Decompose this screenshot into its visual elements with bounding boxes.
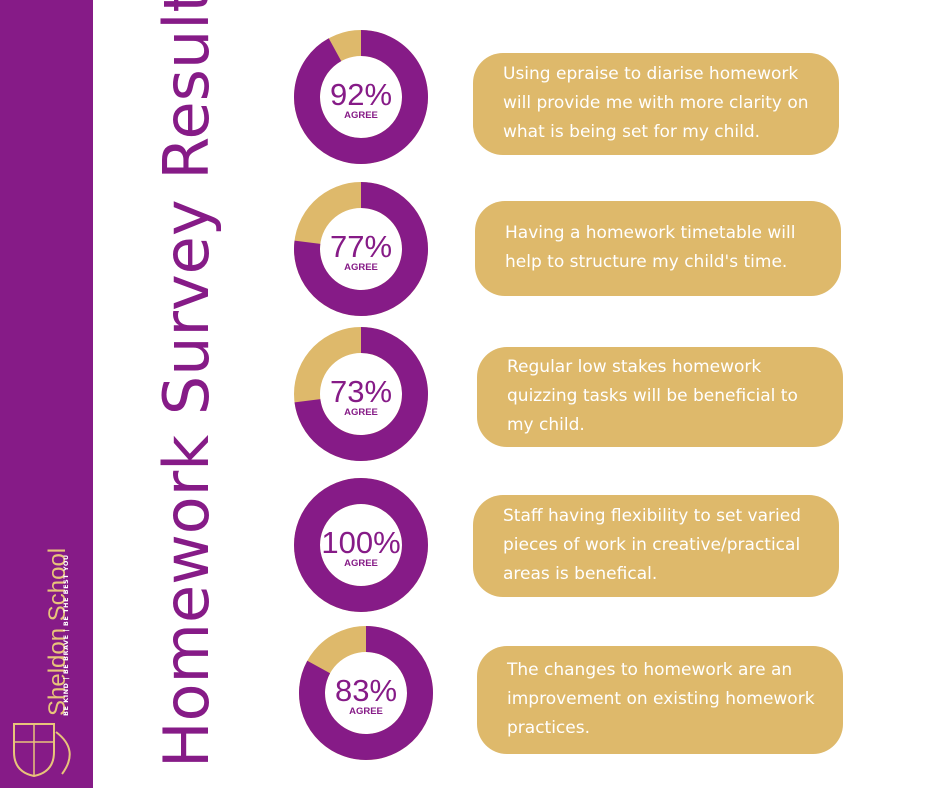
percent-label: 83% bbox=[335, 673, 397, 708]
donut-arc bbox=[294, 30, 428, 164]
donut-arc bbox=[294, 327, 428, 461]
agree-label: AGREE bbox=[344, 110, 378, 121]
donut-arc bbox=[294, 478, 428, 612]
percent-label: 73% bbox=[330, 374, 392, 409]
agree-label: AGREE bbox=[344, 558, 378, 569]
statement-box: The changes to homework are an improveme… bbox=[477, 646, 843, 754]
percent-label: 100% bbox=[321, 525, 400, 560]
donut-arc bbox=[294, 182, 428, 316]
school-crest bbox=[13, 723, 71, 778]
donut-arc bbox=[299, 626, 433, 760]
statement-box: Regular low stakes homework quizzing tas… bbox=[477, 347, 843, 447]
statement-box: Staff having flexibility to set varied p… bbox=[473, 495, 839, 597]
agree-label: AGREE bbox=[344, 407, 378, 418]
agree-label: AGREE bbox=[349, 706, 383, 717]
agree-label: AGREE bbox=[344, 262, 378, 273]
percent-label: 77% bbox=[330, 229, 392, 264]
side-strip bbox=[0, 0, 93, 788]
percent-label: 92% bbox=[330, 77, 392, 112]
statement-box: Having a homework timetable will help to… bbox=[475, 201, 841, 296]
statement-box: Using epraise to diarise homework will p… bbox=[473, 53, 839, 155]
